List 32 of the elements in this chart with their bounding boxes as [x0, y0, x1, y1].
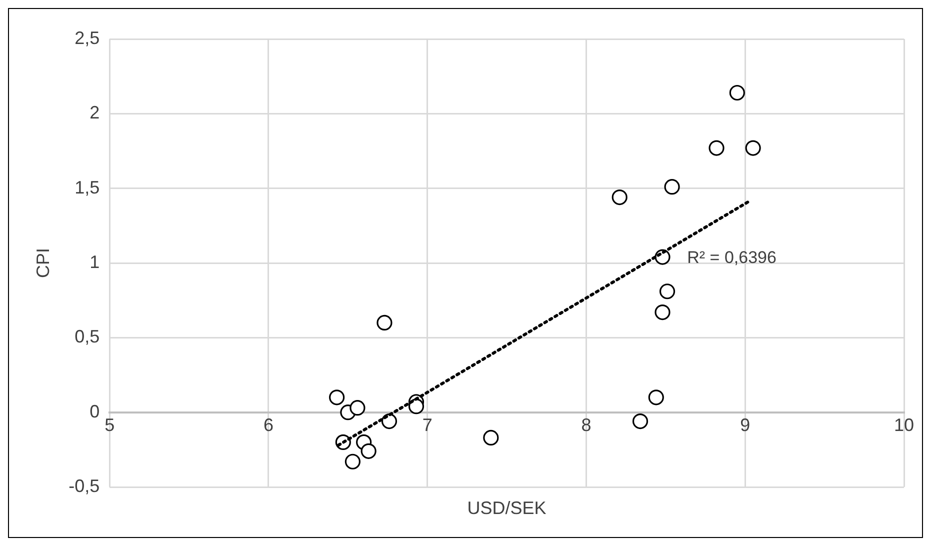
point: [483, 430, 499, 446]
point: [664, 179, 680, 195]
y-tick-label: -0,5: [68, 476, 100, 496]
x-axis-title: USD/SEK: [467, 498, 546, 518]
point: [329, 390, 345, 406]
point: [729, 84, 745, 101]
point: [360, 443, 376, 459]
y-axis-title: CPI: [32, 248, 53, 278]
y-tick-label: 0: [90, 401, 100, 422]
point: [408, 398, 424, 414]
x-tick-label: 7: [422, 415, 432, 436]
x-tick-label: 5: [104, 415, 115, 436]
point: [612, 189, 628, 206]
annotation: R² = 0,6396: [687, 248, 776, 268]
y-tick-label: 1,5: [74, 177, 100, 198]
y-tick-label: 0,5: [74, 326, 100, 347]
point: [745, 140, 761, 156]
x-tick-label: 10: [894, 415, 914, 436]
x-tick-label: 6: [263, 415, 274, 436]
y-tick-label: 2,5: [74, 28, 100, 48]
point: [632, 413, 648, 430]
point: [350, 400, 366, 416]
point: [654, 304, 670, 320]
y-tick-label: 2: [90, 102, 100, 123]
y-tick-label: 1: [90, 252, 100, 272]
point: [708, 140, 724, 156]
point: [376, 314, 392, 331]
point: [344, 454, 360, 470]
x-tick-label: 8: [581, 415, 592, 436]
point: [659, 284, 676, 300]
point: [648, 390, 664, 406]
x-tick-label: 9: [740, 415, 750, 436]
